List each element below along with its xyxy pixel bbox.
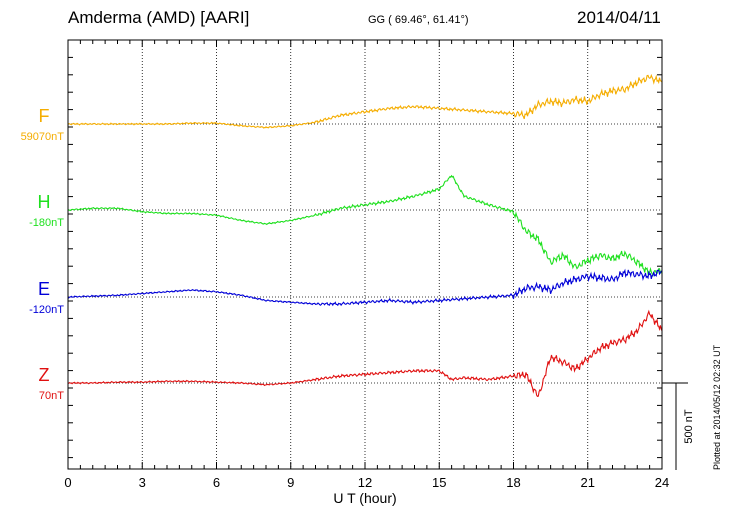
- baseline-value-Z: 70nT: [39, 390, 64, 402]
- baseline-value-E: -120nT: [29, 304, 64, 316]
- x-tick-label: 18: [506, 475, 520, 490]
- trace-F: [67, 73, 663, 129]
- trace-Z: [67, 309, 663, 398]
- x-tick-label: 24: [655, 475, 669, 490]
- plotted-timestamp: Plotted at 2014/05/12 02:32 UT: [712, 344, 722, 470]
- x-tick-label: 15: [432, 475, 446, 490]
- trace-H: [67, 174, 663, 278]
- x-tick-label: 3: [139, 475, 146, 490]
- station-title: Amderma (AMD) [AARI]: [68, 8, 250, 27]
- date-label: 2014/04/11: [577, 8, 661, 27]
- x-tick-label: 9: [287, 475, 294, 490]
- x-tick-label: 6: [213, 475, 220, 490]
- axis-labels: 0 3 6 9 12 15 18 21 24 U T (hour) F 59070nT H -180nT E…: [21, 106, 670, 506]
- component-label-E: E: [38, 279, 50, 299]
- x-tick-label: 21: [581, 475, 595, 490]
- trace-E: [67, 268, 663, 307]
- scale-bar: 500 nT: [662, 382, 695, 470]
- grid-lines: [141, 40, 589, 469]
- baseline-value-F: 59070nT: [21, 131, 65, 143]
- component-label-H: H: [38, 192, 51, 212]
- scale-bar-label: 500 nT: [683, 409, 695, 444]
- x-axis-label: U T (hour): [333, 490, 396, 506]
- x-tick-label: 0: [64, 475, 71, 490]
- station-coordinates: GG ( 69.46°, 61.41°): [368, 14, 469, 26]
- x-tick-label: 12: [358, 475, 372, 490]
- component-label-Z: Z: [39, 365, 50, 385]
- plot-frame: [67, 39, 663, 470]
- baseline-value-H: -180nT: [29, 217, 64, 229]
- data-traces: [67, 73, 663, 398]
- component-label-F: F: [39, 106, 50, 126]
- axis-ticks: [67, 39, 663, 469]
